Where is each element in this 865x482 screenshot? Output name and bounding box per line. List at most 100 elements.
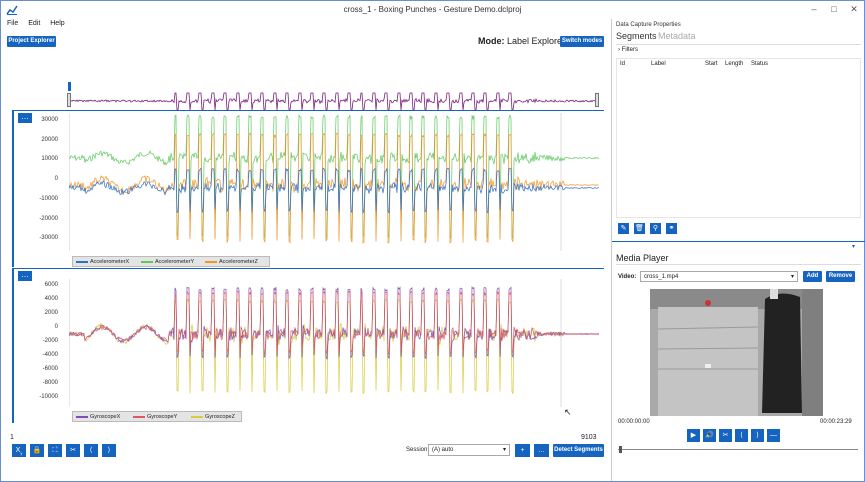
scissors-icon[interactable]: ✂ — [66, 444, 80, 457]
chevron-down-icon: ▾ — [790, 274, 794, 280]
accel-ytick: 30000 — [41, 117, 58, 123]
gyroscope-plot[interactable] — [69, 279, 599, 407]
right-panel: Data Capture Properties Segments Metadat… — [611, 19, 865, 481]
gyro-panel-accent — [12, 268, 14, 423]
gyro-chart-menu-button[interactable]: … — [18, 271, 32, 281]
marker-right-icon[interactable]: ⟩ — [102, 444, 116, 457]
app-logo-icon — [6, 5, 18, 15]
delete-icon[interactable]: 🗑 — [634, 223, 645, 234]
mark-in-icon[interactable]: ⟨ — [735, 429, 748, 442]
maximize-icon[interactable]: □ — [831, 4, 837, 14]
gyroscope-chart-panel: … 6000 4000 2000 0 -2000 -4000 -6000 -8000 -1000… — [14, 268, 604, 423]
link-icon[interactable]: ⚭ — [666, 223, 677, 234]
marker-left-icon[interactable]: ⟨ — [84, 444, 98, 457]
range-start: 1 — [10, 434, 14, 441]
overview-range-left-handle[interactable] — [67, 93, 71, 107]
accelerometer-chart-panel: … 30000 20000 10000 0 -10000 -20000 -30000 Acc… — [14, 110, 604, 267]
remove-video-button[interactable]: Remove — [826, 271, 855, 282]
col-start[interactable]: Start — [705, 61, 718, 67]
add-session-button[interactable]: + — [515, 444, 530, 457]
overview-range-right-handle[interactable] — [595, 93, 599, 107]
switch-modes-button[interactable]: Switch modes — [560, 36, 604, 47]
search-icon[interactable]: ⚲ — [650, 223, 661, 234]
legend-item-accel-x: AccelerometerX — [76, 259, 129, 265]
window-title: cross_1 - Boxing Punches - Gesture Demo.… — [343, 5, 522, 14]
accelerometer-plot[interactable] — [69, 113, 599, 251]
segments-table: Id Label Start Length Status — [616, 58, 861, 218]
overview-range-start-marker[interactable] — [68, 82, 71, 91]
gyro-ytick: -6000 — [42, 366, 58, 372]
col-status[interactable]: Status — [751, 61, 769, 67]
mode-value: Label Explorer — [507, 36, 566, 46]
menu-file[interactable]: File — [7, 20, 19, 27]
range-end: 9103 — [581, 434, 597, 441]
tab-metadata[interactable]: Metadata — [658, 31, 696, 41]
gyro-ytick: 0 — [54, 324, 58, 330]
video-seek-handle[interactable] — [619, 446, 622, 453]
axis-labels-icon[interactable]: Xy — [12, 444, 26, 457]
volume-icon[interactable]: 🔊 — [703, 429, 716, 442]
accel-chart-menu-button[interactable]: … — [18, 113, 32, 123]
tab-segments[interactable]: Segments — [616, 31, 657, 41]
col-id[interactable]: Id — [620, 61, 626, 67]
gyro-ytick: -10000 — [39, 394, 58, 400]
collapse-icon[interactable]: ▾ — [852, 244, 856, 250]
gyro-ytick: -4000 — [42, 352, 58, 358]
close-icon[interactable]: ✕ — [850, 4, 858, 14]
gyro-ytick: 6000 — [44, 282, 58, 288]
menu-help[interactable]: Help — [50, 20, 65, 27]
video-value: cross_1.mp4 — [644, 274, 679, 280]
add-video-button[interactable]: Add — [803, 271, 822, 282]
panel-title: Data Capture Properties — [616, 22, 681, 28]
legend-item-accel-y: AccelerometerY — [141, 259, 194, 265]
detect-segments-button[interactable]: Detect Segments — [553, 444, 604, 457]
menu-edit[interactable]: Edit — [28, 20, 41, 27]
col-length[interactable]: Length — [725, 61, 744, 67]
menu-bar: File Edit Help — [7, 20, 73, 30]
scissors-icon[interactable]: ✂ — [719, 429, 732, 442]
col-label[interactable]: Label — [651, 61, 666, 67]
accel-ytick: 20000 — [41, 136, 58, 143]
video-seek-track[interactable] — [618, 449, 858, 450]
video-frame[interactable] — [650, 289, 823, 416]
lock-icon[interactable]: 🔒 — [30, 444, 44, 457]
play-icon[interactable]: ▶ — [687, 429, 700, 442]
accel-panel-accent — [12, 110, 14, 267]
fit-screen-icon[interactable]: ⛶ — [48, 444, 62, 457]
mark-out-icon[interactable]: ⟩ — [751, 429, 764, 442]
mouse-cursor-icon: ↖ — [564, 407, 572, 417]
session-label: Session: — [406, 447, 430, 453]
chevron-down-icon: ▾ — [502, 447, 506, 453]
edit-icon[interactable]: ✎ — [618, 223, 629, 234]
video-label: Video: — [618, 274, 637, 280]
filters-toggle[interactable]: › Filters — [618, 47, 639, 53]
video-select[interactable]: cross_1.mp4 ▾ — [640, 271, 798, 282]
accel-ytick: -30000 — [39, 235, 58, 242]
legend-item-gyro-x: GyroscopeX — [76, 414, 120, 420]
gyro-legend: GyroscopeX GyroscopeY GyroscopeZ — [72, 411, 242, 422]
stop-icon[interactable]: — — [767, 429, 780, 442]
overview-timeline[interactable] — [69, 86, 599, 116]
gyro-ytick: 4000 — [44, 296, 58, 302]
accel-ytick: 10000 — [41, 156, 58, 163]
session-more-button[interactable]: … — [534, 444, 549, 457]
media-player-title: Media Player — [616, 253, 669, 263]
gyro-ytick: 2000 — [44, 310, 58, 316]
mode-indicator: Mode: Label Explorer — [478, 36, 565, 46]
minimize-icon[interactable]: – — [811, 4, 817, 14]
gyro-ytick: -2000 — [42, 338, 58, 344]
accel-ytick: -20000 — [39, 215, 58, 222]
session-select[interactable]: (A) auto ▾ — [428, 444, 510, 456]
legend-item-gyro-z: GyroscopeZ — [191, 414, 235, 420]
session-value: (A) auto — [432, 447, 454, 453]
time-current: 00:00:00:00 — [618, 419, 650, 425]
gyro-ytick: -8000 — [42, 380, 58, 386]
chevron-right-icon: › — [618, 47, 620, 53]
time-total: 00:00:23:29 — [820, 419, 852, 425]
legend-item-gyro-y: GyroscopeY — [133, 414, 177, 420]
project-explorer-button[interactable]: Project Explorer — [7, 36, 56, 47]
mode-label: Mode: — [478, 36, 505, 46]
title-bar: cross_1 - Boxing Punches - Gesture Demo.… — [1, 1, 864, 19]
legend-item-accel-z: AccelerometerZ — [205, 259, 258, 265]
